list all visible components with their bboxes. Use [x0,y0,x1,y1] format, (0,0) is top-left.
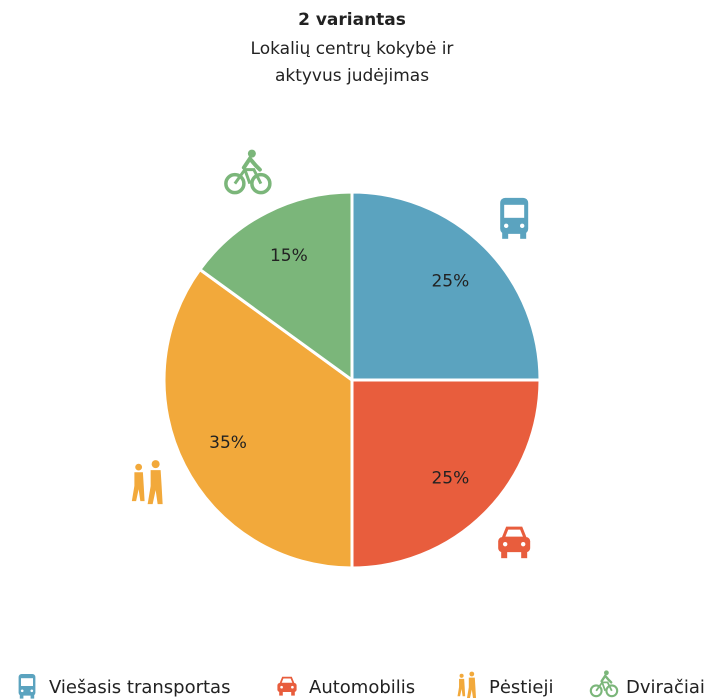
icon-part [19,694,24,699]
chart-title: 2 variantas [298,10,406,30]
icon-part [605,684,619,698]
icon-part [457,678,466,697]
data-label: 15% [270,246,308,266]
data-label: 25% [431,468,469,488]
icon-part [501,551,508,559]
icon-part [600,673,613,684]
data-label: 25% [431,272,469,292]
chart-subtitle: Lokalių centrų kokybė ir [251,39,454,59]
icon [500,197,529,239]
icon [131,460,163,505]
icon-part [291,691,295,696]
icon-part [504,204,525,218]
icon-part [503,223,509,229]
icon [224,149,272,195]
icon-part [595,681,613,692]
icon-part [279,691,283,696]
icon-part [147,470,163,505]
pie-slice [197,190,354,383]
icon-part [459,673,464,678]
legend-label: Pėstieji [489,677,553,698]
icon [498,526,531,559]
data-label: 35% [209,433,247,453]
icon-part [502,541,508,547]
icon-part [589,684,603,698]
icon [457,671,476,698]
legend-label: Dviračiai [626,677,705,698]
icon [18,674,36,699]
icon-part [469,671,475,677]
icon-part [498,537,531,553]
icon-part [291,685,294,689]
icon-part [277,683,297,692]
pie-slice [350,190,542,382]
legend-label: Viešasis transportas [49,677,230,698]
pie-slice [162,267,354,570]
icon-part [521,551,528,559]
icon-part [502,231,509,239]
icon-part [30,694,35,699]
icon-part [500,526,528,540]
icon-part [250,172,272,195]
pie-slice [350,378,542,570]
icon-part [519,223,525,229]
icon-part [467,677,476,698]
icon-part [280,685,283,689]
icon-part [131,472,145,502]
icon-part [241,155,262,172]
icon-part [30,689,34,693]
icon-part [20,689,24,693]
icon-part [151,460,160,469]
icon-part [279,676,295,685]
icon-part [224,172,246,195]
icon-part [520,541,526,547]
icon [589,670,619,698]
icon-part [233,168,263,185]
icon-part [520,231,527,239]
icon [277,676,297,696]
legend-label: Automobilis [309,677,415,698]
chart-subtitle: aktyvus judėjimas [275,66,429,86]
icon-part [21,678,33,686]
icon-part [135,463,143,471]
